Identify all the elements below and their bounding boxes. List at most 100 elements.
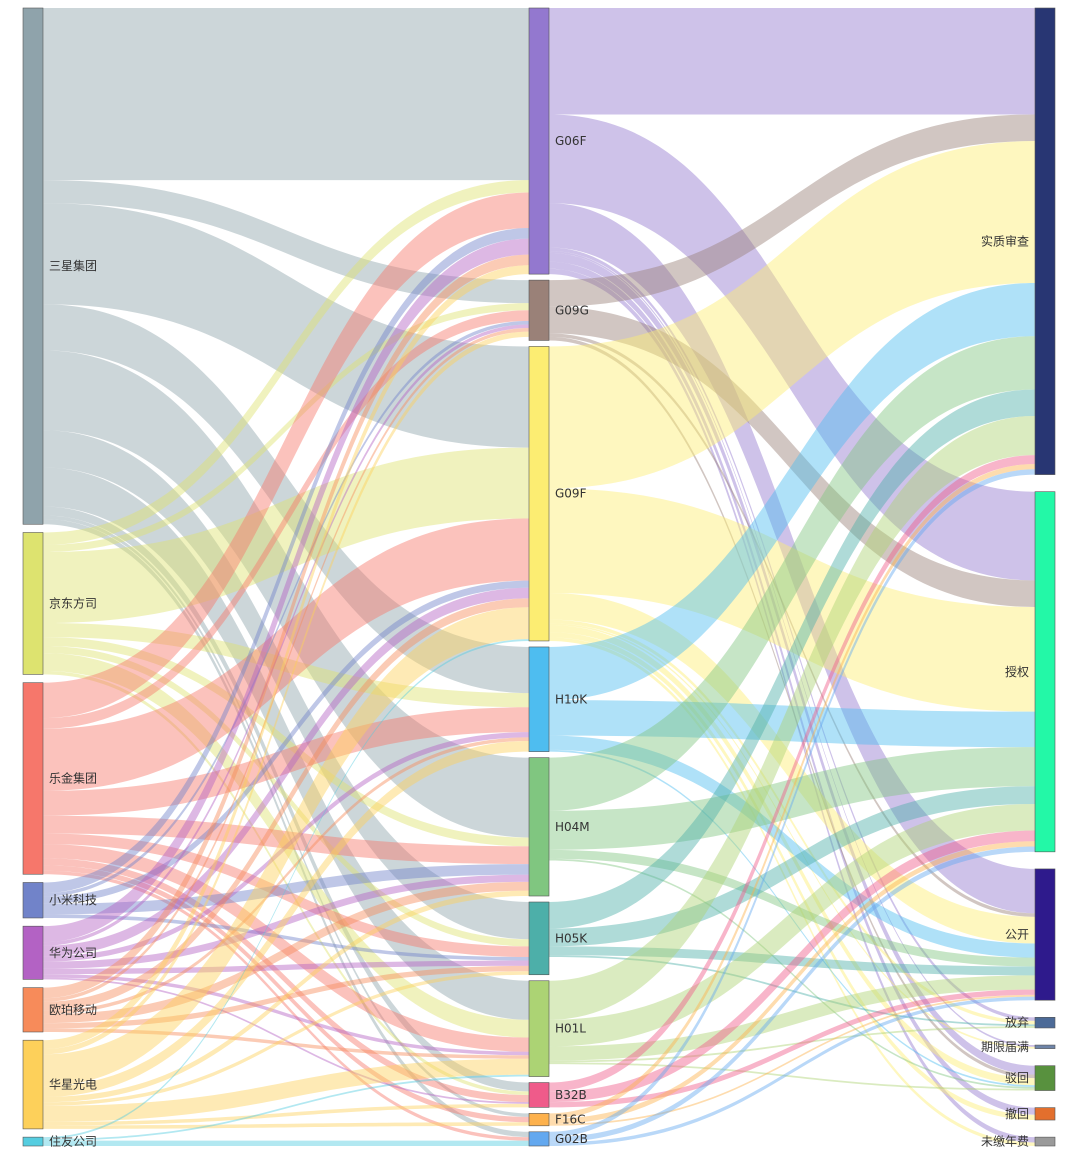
node-F16C[interactable] (528, 1113, 550, 1127)
link-华为公司-G09G (43, 324, 529, 946)
link-G02B-授权 (549, 846, 1035, 1143)
node-B32B[interactable] (528, 1082, 550, 1108)
link-华星光电-H04M (43, 890, 529, 1103)
link-京东方司-G09F (43, 447, 529, 623)
link-G06F-实质审查 (549, 8, 1035, 115)
link-G09F-放弃 (549, 619, 1035, 1025)
node-label-住友公司: 住友公司 (49, 1135, 97, 1149)
link-欧珀移动-H01L (43, 1028, 529, 1059)
link-H10K-实质审查 (549, 282, 1035, 701)
link-乐金集团-H01L (43, 844, 529, 1052)
node-华为公司[interactable] (22, 925, 44, 980)
node-G06F[interactable] (528, 7, 550, 275)
node-H01L[interactable] (528, 980, 550, 1077)
node-label-G09G: G09G (555, 303, 589, 317)
node-label-F16C: F16C (555, 1113, 586, 1127)
link-F16C-授权 (549, 841, 1035, 1125)
link-三星集团-H05K (43, 430, 529, 940)
link-H10K-驳回 (549, 749, 1035, 1087)
node-label-小米科技: 小米科技 (49, 893, 97, 907)
link-华星光电-G09G (43, 331, 529, 1055)
node-label-G02B: G02B (555, 1132, 588, 1146)
link-H04M-授权 (549, 747, 1035, 850)
link-G09F-期限届满 (549, 623, 1035, 1049)
link-G09F-授权 (549, 488, 1035, 712)
link-乐金集团-G02B (43, 870, 529, 1141)
link-华为公司-H04M (43, 874, 529, 969)
node-label-H01L: H01L (555, 1022, 586, 1036)
link-H01L-放弃 (549, 1026, 1035, 1063)
link-G09F-驳回 (549, 624, 1035, 1086)
link-G06F-期限届满 (549, 251, 1035, 1047)
link-华为公司-G09F (43, 587, 529, 957)
node-G09G[interactable] (528, 279, 550, 341)
node-公开[interactable] (1034, 868, 1056, 1001)
node-label-实质审查: 实质审查 (981, 233, 1029, 248)
node-H04M[interactable] (528, 757, 550, 897)
node-京东方司[interactable] (22, 532, 44, 675)
node-授权[interactable] (1034, 491, 1056, 853)
link-住友公司-G09F (43, 639, 529, 1139)
link-乐金集团-H05K (43, 833, 529, 958)
link-G09G-授权 (549, 306, 1035, 608)
link-华星光电-H10K (43, 740, 529, 1097)
link-F16C-公开 (549, 994, 1035, 1126)
link-G09G-实质审查 (549, 114, 1035, 307)
link-京东方司-H05K (43, 646, 529, 947)
node-欧珀移动[interactable] (22, 987, 44, 1033)
node-放弃[interactable] (1034, 1017, 1056, 1029)
link-小米科技-H04M (43, 864, 529, 915)
node-G02B[interactable] (528, 1131, 550, 1147)
link-京东方司-H10K (43, 622, 529, 708)
node-撤回[interactable] (1034, 1107, 1056, 1121)
link-乐金集团-F16C (43, 865, 529, 1123)
link-H10K-公开 (549, 735, 1035, 958)
node-label-华星光电: 华星光电 (49, 1078, 97, 1092)
node-label-期限届满: 期限届满 (981, 1040, 1029, 1054)
node-三星集团[interactable] (22, 7, 44, 525)
node-label-H10K: H10K (555, 692, 588, 706)
node-label-三星集团: 三星集团 (49, 258, 97, 273)
link-欧珀移动-G09G (43, 328, 529, 1002)
link-欧珀移动-H05K (43, 965, 529, 1029)
link-三星集团-B32B (43, 506, 529, 1092)
link-H01L-驳回 (549, 1062, 1035, 1091)
node-H10K[interactable] (528, 646, 550, 752)
node-label-乐金集团: 乐金集团 (49, 770, 97, 785)
link-G06F-撤回 (549, 261, 1035, 1115)
node-住友公司[interactable] (22, 1136, 44, 1147)
node-实质审查[interactable] (1034, 7, 1056, 475)
link-欧珀移动-G09F (43, 598, 529, 1011)
node-label-B32B: B32B (555, 1088, 587, 1102)
link-欧珀移动-G06F (43, 254, 529, 999)
link-华星光电-B32B (43, 1103, 529, 1126)
node-小米科技[interactable] (22, 882, 44, 919)
link-住友公司-H01L (43, 1074, 529, 1141)
node-驳回[interactable] (1034, 1065, 1056, 1091)
sankey-nodes (22, 7, 1056, 1147)
link-住友公司-G02B (43, 1140, 529, 1146)
link-H01L-实质审查 (549, 416, 1035, 1020)
link-华星光电-F16C (43, 1122, 529, 1129)
link-H05K-公开 (549, 946, 1035, 976)
node-华星光电[interactable] (22, 1039, 44, 1130)
link-欧珀移动-H10K (43, 737, 529, 1015)
node-G09F[interactable] (528, 346, 550, 642)
link-H10K-授权 (549, 700, 1035, 748)
link-华星光电-H05K (43, 971, 529, 1106)
link-H01L-公开 (549, 975, 1035, 1061)
node-H05K[interactable] (528, 901, 550, 976)
link-小米科技-G09G (43, 320, 529, 897)
node-乐金集团[interactable] (22, 682, 44, 875)
link-京东方司-H01L (43, 653, 529, 1038)
node-期限届满[interactable] (1034, 1044, 1056, 1049)
link-B32B-实质审查 (549, 455, 1035, 1092)
link-G06F-驳回 (549, 252, 1035, 1075)
link-三星集团-H10K (43, 304, 529, 694)
link-乐金集团-B32B (43, 858, 529, 1103)
link-华为公司-H01L (43, 974, 529, 1056)
link-H04M-实质审查 (549, 336, 1035, 811)
link-三星集团-G02B (43, 518, 529, 1138)
node-未缴年费[interactable] (1034, 1136, 1056, 1147)
